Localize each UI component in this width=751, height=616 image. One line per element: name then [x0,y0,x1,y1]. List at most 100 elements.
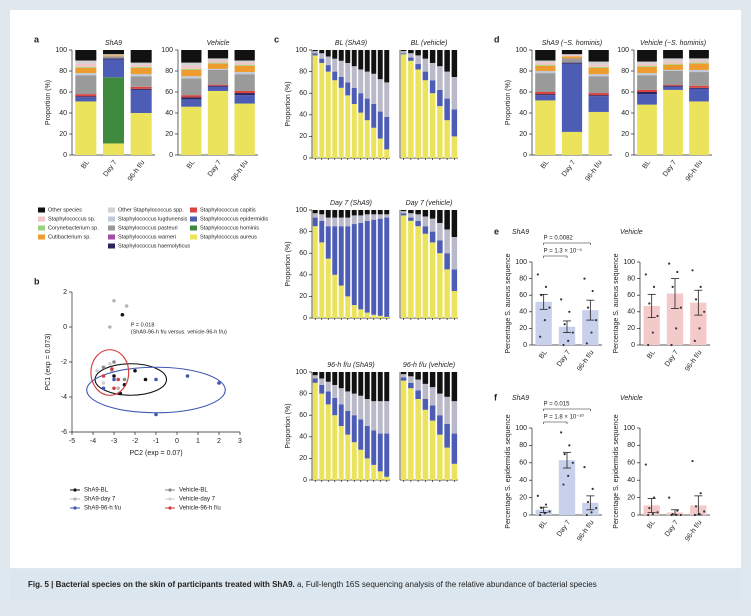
data-point [567,474,570,477]
scatter-point [154,412,158,417]
y-tick-label: -4 [61,394,67,401]
data-point [694,505,698,508]
bar-segment [130,74,152,77]
y-tick-label: 100 [295,207,307,214]
bar-segment [400,215,407,318]
bar-segment [319,58,325,63]
bar-segment [234,90,255,94]
data-point [703,310,706,313]
bar-segment [408,220,414,318]
data-point [585,342,588,345]
bar-segment [351,50,357,67]
scatter-point [101,386,106,391]
caption-band [10,570,741,600]
y-tick-label: 60 [519,460,527,467]
y-axis-label: Proportion (%) [505,80,512,125]
bar-segment [325,258,331,318]
bar-segment [102,55,125,57]
y-tick-label: 100 [515,47,527,54]
bar-segment [422,210,429,217]
data-point [668,262,671,265]
bar-segment [207,58,229,61]
bar-segment [75,60,97,64]
bar-segment [451,77,458,110]
bar-segment [364,426,370,459]
x-tick-label: BL [186,159,197,170]
bar-segment [384,372,390,402]
x-tick-label: 0 [175,438,179,445]
y-tick-label: 80 [165,68,173,75]
scatter-point [101,381,106,385]
x-tick-label: -1 [153,438,159,445]
y-tick-label: 20 [299,293,307,300]
legend-label: Staphylococcus aureus [200,234,257,240]
chart-title: ShA9 [512,229,529,236]
bar-segment [663,50,683,59]
bar-segment [663,85,683,87]
bar-segment [319,242,325,318]
bar-segment [351,415,357,443]
data-point [676,270,679,274]
y-tick-label: 100 [623,259,635,266]
y-tick-label: 40 [519,477,527,484]
x-tick-label: 3 [238,438,242,445]
bar-segment [234,62,255,65]
scatter-point [108,361,112,366]
bar-segment [371,314,377,318]
bar-segment [437,393,443,416]
bar-segment [437,434,443,480]
bar-segment [345,372,351,392]
bar-segment [689,87,709,89]
bar-segment [422,80,429,158]
bar-segment [422,71,429,81]
bar-segment [312,226,318,318]
legend-swatch [190,207,197,213]
bar-segment [451,291,458,318]
bar-segment [377,218,383,316]
y-tick-label: 60 [519,89,527,96]
bar-segment [689,69,709,73]
y-tick-label: -6 [61,429,67,436]
y-tick-label: 100 [515,259,527,266]
bar-segment [637,66,657,74]
chart-title: ShA9 (−S. hominis) [542,40,603,47]
bar-segment [364,50,370,72]
y-tick-label: 80 [299,68,307,75]
y-tick-label: 100 [55,47,67,54]
bar [666,293,684,345]
bar-segment [451,136,458,158]
bar-segment [561,63,583,132]
bar [558,326,576,345]
legend-dot [168,488,172,492]
legend-swatch [38,234,45,240]
data-point [563,453,566,456]
data-point [656,511,659,514]
y-tick-label: 40 [519,110,527,117]
chart-title: BL (vehicle) [411,40,448,47]
bar-segment [371,219,377,315]
bar-segment [130,89,152,113]
bar-segment [451,210,458,237]
y-tick-label: 100 [515,425,527,432]
bar-segment [384,401,390,434]
chart-title: Day 7 (ShA9) [330,200,372,207]
bar-segment [338,226,344,286]
y-tick-label: 40 [519,309,527,316]
bar-segment [689,88,709,102]
y-tick-label: 20 [299,455,307,462]
bar-segment [207,60,229,63]
bar-segment [588,50,609,62]
bar-segment [561,50,583,55]
data-point [543,319,546,322]
bar-segment [663,63,683,65]
bar-segment [102,143,125,155]
bar-segment [207,86,229,91]
bar-segment [345,434,351,480]
data-point [586,306,590,309]
data-point [563,323,566,326]
data-point [656,314,659,318]
bar-segment [415,372,421,380]
bar-segment [377,79,383,112]
legend-label: Corynebacterium sp. [48,225,99,231]
bar-segment [689,62,709,64]
